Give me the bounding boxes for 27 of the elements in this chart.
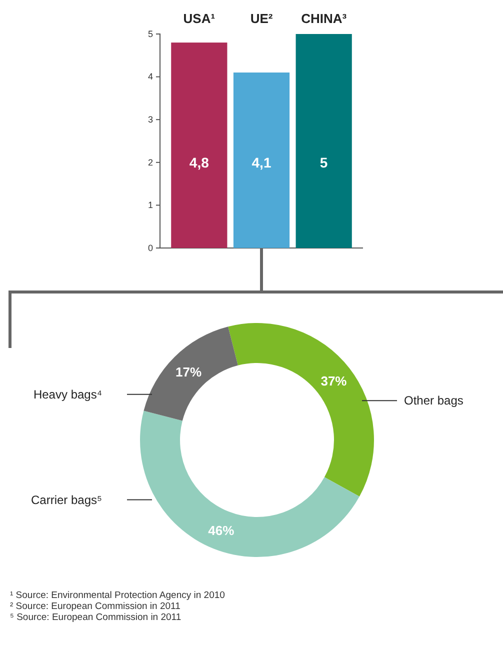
bar xyxy=(296,34,352,248)
donut-slice xyxy=(144,326,238,421)
slice-label: Carrier bags⁵ xyxy=(31,492,102,507)
y-tick-label: 3 xyxy=(148,114,153,124)
y-tick-label: 5 xyxy=(148,28,153,39)
y-tick-label: 0 xyxy=(148,242,153,253)
data-label: 4,8 xyxy=(189,154,210,170)
y-tick-label: 1 xyxy=(148,200,153,210)
bar xyxy=(233,72,290,248)
x-tick-label: CHINA³ xyxy=(301,11,348,26)
slice-label: Other bags xyxy=(404,394,464,408)
text: ¹ Source: Environmental Protection Agency in 2010 xyxy=(10,590,225,601)
text: ² Source: European Commission in 2011 xyxy=(10,601,180,612)
donut-slice xyxy=(140,410,360,557)
slice-label: Heavy bags⁴ xyxy=(33,387,102,402)
data-label: 4,1 xyxy=(252,154,272,170)
x-tick-label: UE² xyxy=(250,11,274,26)
data-label: 5 xyxy=(320,154,328,170)
data-label: 37% xyxy=(320,374,348,389)
data-label: 17% xyxy=(175,364,202,380)
data-label: 46% xyxy=(208,523,235,538)
donut-slice xyxy=(228,323,374,496)
x-tick-label: USA¹ xyxy=(183,11,216,26)
y-tick-label: 4 xyxy=(148,72,153,82)
y-tick-label: 2 xyxy=(148,157,153,168)
text: ⁵ Source: European Commission in 2011 xyxy=(10,612,182,623)
bar xyxy=(171,42,228,248)
